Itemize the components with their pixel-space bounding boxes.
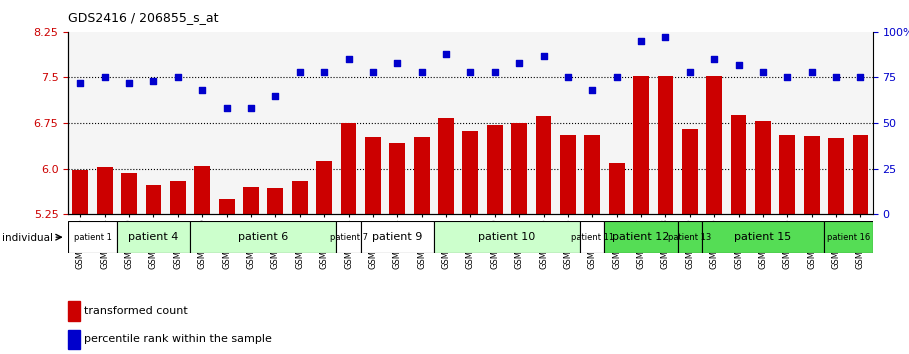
FancyBboxPatch shape bbox=[361, 221, 434, 253]
Bar bbox=[73, 170, 88, 354]
FancyBboxPatch shape bbox=[824, 221, 873, 253]
Point bbox=[146, 78, 161, 84]
Text: patient 16: patient 16 bbox=[826, 233, 870, 242]
Bar bbox=[243, 187, 259, 354]
Point bbox=[780, 75, 794, 80]
Bar bbox=[560, 135, 575, 354]
Text: patient 9: patient 9 bbox=[372, 232, 423, 242]
Bar bbox=[68, 330, 80, 349]
Bar bbox=[267, 188, 284, 354]
Text: percentile rank within the sample: percentile rank within the sample bbox=[84, 334, 272, 344]
Bar bbox=[463, 131, 478, 354]
Text: patient 7: patient 7 bbox=[330, 233, 367, 242]
Point bbox=[585, 87, 600, 93]
Point bbox=[755, 69, 770, 75]
Point bbox=[171, 75, 185, 80]
Point bbox=[415, 69, 429, 75]
Bar bbox=[195, 166, 210, 354]
Point bbox=[390, 60, 405, 66]
Point bbox=[195, 87, 209, 93]
FancyBboxPatch shape bbox=[68, 221, 117, 253]
Point bbox=[683, 69, 697, 75]
Bar bbox=[121, 173, 137, 354]
Bar bbox=[68, 301, 80, 321]
Point bbox=[293, 69, 307, 75]
Bar bbox=[584, 135, 600, 354]
Point bbox=[365, 69, 380, 75]
Bar bbox=[779, 135, 795, 354]
Bar bbox=[535, 116, 552, 354]
Bar bbox=[682, 129, 698, 354]
Point bbox=[219, 105, 234, 111]
Point bbox=[829, 75, 844, 80]
FancyBboxPatch shape bbox=[677, 221, 702, 253]
Point bbox=[731, 62, 745, 68]
Bar bbox=[389, 143, 405, 354]
Bar bbox=[706, 76, 722, 354]
Point bbox=[536, 53, 551, 58]
FancyBboxPatch shape bbox=[702, 221, 824, 253]
Point bbox=[97, 75, 112, 80]
Text: patient 15: patient 15 bbox=[734, 232, 792, 242]
Point bbox=[244, 105, 258, 111]
FancyBboxPatch shape bbox=[190, 221, 336, 253]
Text: patient 6: patient 6 bbox=[238, 232, 288, 242]
Point bbox=[463, 69, 478, 75]
FancyBboxPatch shape bbox=[604, 221, 677, 253]
Point bbox=[317, 69, 332, 75]
Point bbox=[341, 56, 355, 62]
Bar bbox=[292, 181, 307, 354]
Point bbox=[122, 80, 136, 86]
Text: patient 13: patient 13 bbox=[668, 233, 712, 242]
Bar bbox=[657, 76, 674, 354]
Bar bbox=[145, 185, 162, 354]
Bar bbox=[828, 138, 844, 354]
Point bbox=[804, 69, 819, 75]
Point bbox=[634, 38, 648, 44]
Point bbox=[439, 51, 454, 57]
Point bbox=[512, 60, 526, 66]
Bar bbox=[170, 181, 185, 354]
Text: patient 10: patient 10 bbox=[478, 232, 535, 242]
Bar bbox=[755, 121, 771, 354]
Point bbox=[707, 56, 722, 62]
FancyBboxPatch shape bbox=[434, 221, 580, 253]
Point bbox=[658, 34, 673, 40]
Bar bbox=[511, 123, 527, 354]
Bar bbox=[731, 115, 746, 354]
FancyBboxPatch shape bbox=[336, 221, 361, 253]
FancyBboxPatch shape bbox=[117, 221, 190, 253]
Bar bbox=[438, 118, 454, 354]
Point bbox=[487, 69, 502, 75]
Bar bbox=[341, 123, 356, 354]
Text: transformed count: transformed count bbox=[84, 306, 188, 316]
Bar bbox=[634, 76, 649, 354]
Text: patient 12: patient 12 bbox=[613, 232, 670, 242]
Text: individual: individual bbox=[2, 233, 53, 243]
Bar bbox=[487, 125, 503, 354]
Point bbox=[268, 93, 283, 98]
Bar bbox=[219, 199, 235, 354]
Bar bbox=[804, 136, 820, 354]
Point bbox=[73, 80, 87, 86]
Bar bbox=[609, 162, 624, 354]
Text: patient 11: patient 11 bbox=[571, 233, 614, 242]
Bar bbox=[414, 137, 430, 354]
Point bbox=[854, 75, 868, 80]
FancyBboxPatch shape bbox=[580, 221, 604, 253]
Bar bbox=[365, 137, 381, 354]
Text: GDS2416 / 206855_s_at: GDS2416 / 206855_s_at bbox=[68, 11, 219, 24]
Bar bbox=[97, 167, 113, 354]
Point bbox=[561, 75, 575, 80]
Bar bbox=[853, 135, 868, 354]
Text: patient 1: patient 1 bbox=[74, 233, 112, 242]
Text: patient 4: patient 4 bbox=[128, 232, 179, 242]
Point bbox=[609, 75, 624, 80]
Bar bbox=[316, 161, 332, 354]
